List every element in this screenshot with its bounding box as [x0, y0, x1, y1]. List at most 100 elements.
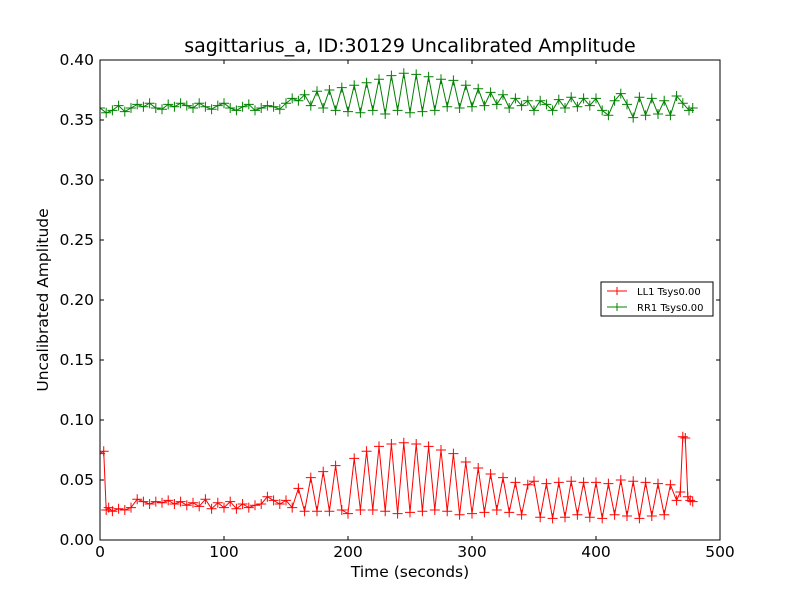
x-axis-label: Time (seconds): [350, 563, 469, 581]
data-point-rr1: [330, 105, 341, 116]
data-point-rr1: [411, 69, 422, 80]
data-point-rr1: [665, 110, 676, 121]
data-point-rr1: [237, 101, 248, 112]
data-point-ll1: [671, 495, 682, 506]
x-tick-label: 0: [95, 543, 105, 561]
data-point-ll1: [119, 505, 130, 515]
y-tick-label: 0.40: [59, 51, 94, 69]
data-point-rr1: [355, 107, 366, 118]
data-point-ll1: [442, 506, 453, 517]
data-point-rr1: [609, 95, 620, 106]
data-point-rr1: [324, 85, 335, 95]
data-point-ll1: [423, 441, 434, 452]
data-point-rr1: [101, 107, 112, 118]
data-point-rr1: [646, 93, 657, 104]
data-point-rr1: [163, 99, 174, 110]
data-point-ll1: [504, 507, 515, 518]
data-point-rr1: [417, 106, 428, 117]
y-tick-label: 0.30: [59, 171, 94, 189]
data-point-ll1: [256, 499, 267, 509]
data-point-ll1: [299, 506, 310, 517]
data-point-rr1: [398, 68, 409, 79]
data-point-rr1: [504, 103, 515, 113]
data-point-rr1: [392, 105, 403, 116]
y-tick-label: 0.05: [59, 471, 94, 489]
data-point-ll1: [675, 487, 686, 497]
data-point-ll1: [194, 501, 205, 512]
data-point-ll1: [169, 499, 180, 509]
data-point-rr1: [603, 110, 614, 121]
data-point-ll1: [367, 505, 378, 515]
data-point-ll1: [250, 500, 260, 511]
data-point-rr1: [584, 100, 595, 111]
data-point-ll1: [560, 512, 570, 523]
data-point-rr1: [150, 103, 161, 113]
data-point-rr1: [615, 88, 626, 99]
data-point-rr1: [374, 74, 384, 85]
data-point-rr1: [206, 104, 217, 115]
data-point-rr1: [305, 100, 316, 111]
data-point-ll1: [417, 506, 428, 517]
data-point-ll1: [535, 512, 546, 523]
data-point-ll1: [237, 499, 248, 509]
y-axis: 0.00 0.05 0.10 0.15 0.20 0.25 0.30 0.35 0.40: [59, 51, 720, 549]
y-tick-label: 0.00: [59, 531, 94, 549]
y-tick-label: 0.25: [59, 231, 94, 249]
data-point-ll1: [349, 453, 360, 464]
data-point-ll1: [436, 445, 446, 455]
data-point-rr1: [628, 112, 639, 123]
data-point-ll1: [578, 477, 589, 488]
data-point-rr1: [535, 95, 546, 106]
data-point-rr1: [175, 98, 186, 109]
data-point-rr1: [119, 106, 130, 117]
data-point-rr1: [367, 105, 378, 116]
data-point-ll1: [553, 477, 564, 488]
data-point-ll1: [150, 496, 161, 507]
data-point-ll1: [659, 509, 670, 520]
series-rr1: [100, 68, 698, 123]
data-point-rr1: [188, 103, 198, 113]
data-point-ll1: [411, 439, 422, 449]
data-point-ll1: [473, 463, 484, 473]
data-point-rr1: [380, 109, 391, 119]
data-point-ll1: [460, 457, 471, 467]
series-layer: [100, 68, 698, 524]
legend-box: [600, 281, 714, 317]
data-point-ll1: [603, 478, 614, 489]
data-point-ll1: [262, 491, 273, 502]
data-point-rr1: [448, 75, 459, 86]
x-axis: 0 100 200 300 400 500: [95, 60, 735, 561]
data-point-rr1: [442, 101, 453, 112]
data-point-rr1: [653, 109, 663, 119]
data-point-ll1: [305, 472, 316, 483]
data-point-rr1: [250, 105, 260, 116]
data-point-rr1: [560, 103, 570, 113]
data-point-rr1: [318, 103, 329, 113]
data-point-rr1: [541, 99, 552, 110]
data-point-rr1: [212, 100, 223, 111]
series-ll1: [100, 431, 698, 524]
data-point-rr1: [169, 101, 180, 112]
data-point-rr1: [386, 70, 397, 81]
data-point-ll1: [126, 502, 136, 513]
data-point-rr1: [578, 93, 589, 104]
data-point-rr1: [640, 110, 651, 121]
data-point-rr1: [107, 105, 118, 116]
data-point-ll1: [343, 508, 353, 519]
data-point-rr1: [113, 100, 124, 111]
data-point-ll1: [380, 506, 391, 517]
data-point-rr1: [597, 105, 608, 116]
data-point-rr1: [516, 100, 527, 111]
x-tick-label: 300: [457, 543, 487, 561]
data-point-rr1: [281, 98, 291, 109]
data-point-rr1: [144, 98, 155, 109]
data-point-ll1: [157, 497, 167, 508]
data-point-ll1: [597, 513, 608, 524]
data-point-ll1: [219, 502, 229, 513]
data-point-ll1: [181, 500, 192, 511]
data-point-ll1: [243, 502, 254, 513]
data-point-rr1: [126, 103, 136, 113]
data-point-rr1: [200, 101, 211, 112]
data-point-rr1: [454, 103, 465, 113]
